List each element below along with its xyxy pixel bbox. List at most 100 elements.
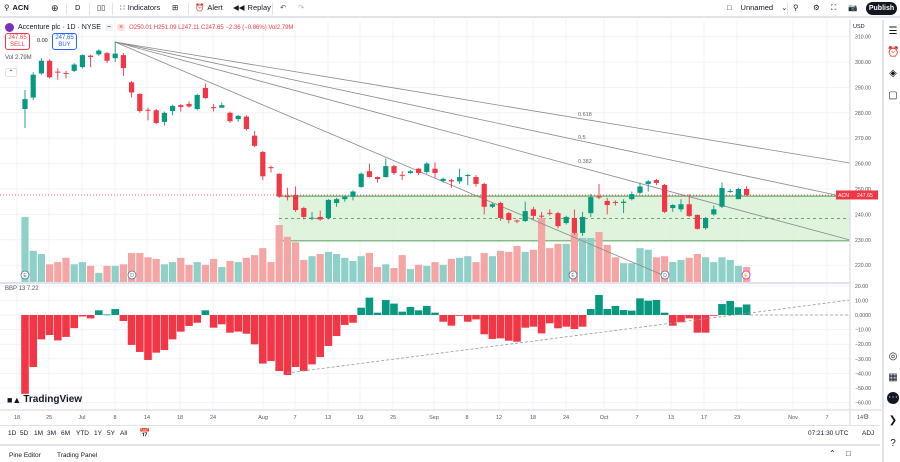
- indicators-label: Indicators: [127, 3, 161, 12]
- range-button-5d[interactable]: 5D: [20, 430, 29, 437]
- volume-bar: [169, 262, 177, 282]
- templates-button[interactable]: ⊞: [172, 3, 178, 12]
- bbp-bar: [718, 304, 726, 315]
- help-icon[interactable]: ?: [890, 438, 896, 449]
- layout-name: Unnamed: [740, 3, 774, 12]
- range-button-3m[interactable]: 3M: [47, 430, 57, 437]
- bbp-bar: [406, 306, 415, 315]
- chart-canvas[interactable]: 0.618 0.5 0.382 E D E D ⚡ USD 310.00 300.00 290.00 2…: [0, 20, 882, 425]
- collapse-legend-button[interactable]: ⌃: [5, 68, 17, 77]
- price-tick-label: 280.00: [855, 111, 871, 117]
- logo-text: TradingView: [23, 394, 83, 405]
- range-button-1d[interactable]: 1D: [8, 430, 17, 437]
- maximize-icon[interactable]: □: [846, 449, 851, 458]
- volume-bar: [661, 256, 669, 282]
- replay-button[interactable]: ◀◀ Replay: [233, 3, 271, 12]
- event-marker-split[interactable]: ⚡: [741, 270, 751, 280]
- candle-body: [629, 194, 635, 200]
- legend-close-icon[interactable]: ×: [116, 24, 126, 31]
- price-tick-label: 310.00: [855, 35, 871, 41]
- candle-body: [514, 220, 520, 222]
- tab-trading-panel[interactable]: Trading Panel: [57, 452, 98, 459]
- bbp-legend: BBP 13 7.22: [5, 286, 39, 292]
- event-marker-earnings[interactable]: E: [20, 270, 30, 280]
- event-marker-dividend[interactable]: D: [660, 270, 670, 280]
- bbp-bar: [701, 315, 710, 333]
- range-button-all[interactable]: All: [120, 430, 128, 437]
- bbp-bar: [78, 315, 87, 317]
- currency-selector[interactable]: USD: [853, 24, 865, 30]
- event-marker-dividend[interactable]: D: [127, 270, 137, 280]
- candle-body: [407, 171, 413, 173]
- chart-type-button[interactable]: ▯▯: [97, 3, 105, 12]
- volume-bar: [341, 257, 349, 282]
- date-range-calendar-icon[interactable]: 📅: [139, 428, 151, 438]
- bbp-bar: [529, 315, 538, 327]
- tab-pine-editor[interactable]: Pine Editor: [9, 452, 41, 459]
- range-button-1m[interactable]: 1M: [34, 430, 44, 437]
- x-tick-label: 23: [734, 415, 740, 421]
- candle-body: [416, 168, 422, 173]
- x-tick-label: Nov: [788, 415, 798, 421]
- candle-body: [161, 112, 167, 122]
- sell-button[interactable]: 247.65 SELL: [5, 33, 30, 50]
- event-marker-earnings[interactable]: E: [568, 270, 578, 280]
- interval-button[interactable]: D: [75, 3, 80, 12]
- signal-icon[interactable]: ❯: [888, 415, 898, 426]
- last-price-badge-bg: [836, 190, 878, 200]
- alert-button[interactable]: ⏰ Alert: [195, 3, 223, 12]
- layout-menu[interactable]: □ Unnamed ⌄: [727, 3, 787, 12]
- volume-bar: [283, 236, 291, 282]
- grid-icon: ⊞: [172, 3, 179, 12]
- products-grid-icon[interactable]: ⋯: [887, 392, 899, 404]
- volume-bar: [472, 262, 480, 282]
- snapshot-button[interactable]: 📷: [848, 3, 857, 12]
- volume-bar: [431, 262, 439, 282]
- chat-icon[interactable]: ▢: [888, 90, 898, 101]
- buy-button[interactable]: 247.65 BUY: [52, 33, 77, 50]
- legend-minus-icon[interactable]: −: [104, 24, 113, 31]
- clock[interactable]: 07:21:30 UTC: [808, 430, 849, 437]
- chevron-up-icon[interactable]: ⌃: [829, 449, 836, 458]
- indicators-button[interactable]: ∷ Indicators: [120, 3, 160, 12]
- volume-bar: [300, 259, 308, 282]
- quick-search-button[interactable]: ⚲: [793, 3, 799, 12]
- redo-button[interactable]: ↷: [298, 3, 304, 12]
- fullscreen-button[interactable]: ⛶: [831, 3, 836, 13]
- candle-body: [350, 191, 356, 197]
- candle-body: [194, 95, 200, 109]
- layers-icon[interactable]: ◈: [889, 68, 897, 79]
- x-tick-label: 19: [357, 415, 363, 421]
- volume-bar: [570, 233, 578, 282]
- candle-body: [309, 217, 315, 219]
- fib-fan-line: [114, 41, 851, 241]
- alarm-clock-icon[interactable]: ⏰: [887, 47, 900, 58]
- candle-body: [383, 166, 389, 178]
- watchlist-icon[interactable]: ☰: [888, 26, 898, 37]
- x-tick-label: 25: [46, 415, 52, 421]
- candle: [309, 211, 315, 220]
- candle-body: [621, 201, 627, 203]
- buy-price: 247.65: [55, 35, 74, 41]
- search-icon: ⚲: [793, 3, 799, 12]
- camera-icon: 📷: [848, 3, 858, 12]
- calendar-icon[interactable]: ▦: [888, 372, 898, 383]
- candle-body: [243, 116, 249, 130]
- publish-button[interactable]: Publish: [866, 2, 897, 15]
- price-tick-label: 270.00: [855, 136, 871, 142]
- axis-settings-icon[interactable]: ⚙: [863, 413, 869, 421]
- volume-bar: [374, 266, 382, 282]
- settings-button[interactable]: ⚙: [813, 3, 820, 12]
- undo-button[interactable]: ↶: [280, 3, 286, 12]
- range-button-1y[interactable]: 1Y: [94, 430, 102, 437]
- symbol-search[interactable]: ⚲ ACN: [4, 3, 29, 12]
- compare-button[interactable]: ⊕: [51, 3, 59, 14]
- candle-body: [670, 205, 676, 209]
- range-button-5y[interactable]: 5Y: [107, 430, 115, 437]
- bbp-bar: [644, 300, 652, 315]
- adj-toggle[interactable]: ADJ: [862, 430, 875, 437]
- range-button-6m[interactable]: 6M: [61, 430, 71, 437]
- target-icon[interactable]: ◎: [888, 351, 898, 362]
- last-price-symbol: ACN: [838, 193, 849, 199]
- range-button-ytd[interactable]: YTD: [76, 430, 89, 437]
